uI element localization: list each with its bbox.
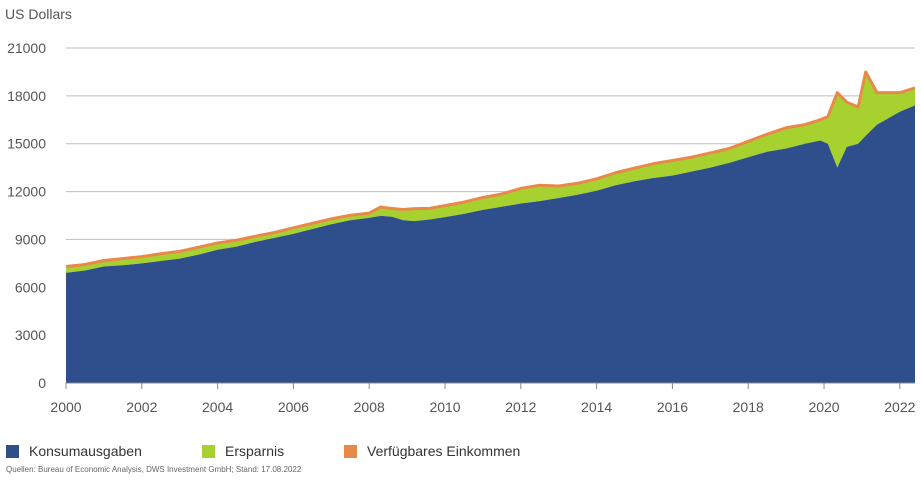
line-verfuegbares-einkommen [65,70,916,269]
x-tick-label: 2022 [884,399,915,415]
legend-swatch [344,444,357,458]
legend-swatch [6,444,19,458]
x-tick-label: 2016 [657,399,688,415]
x-tick-label: 2000 [50,399,81,415]
legend-label: Konsumausgaben [29,443,142,459]
chart: US Dollars 0 3000 6000 9000 12000 15000 18000 2… [5,6,916,415]
y-tick-label: 18000 [7,88,46,104]
x-tick-label: 2014 [581,399,612,415]
axes: 0 3000 6000 9000 12000 15000 18000 21000 2000 200… [7,40,916,415]
legend: Konsumausgaben Ersparnis Verfügbares Ein… [6,443,520,459]
x-tick-label: 2006 [278,399,309,415]
legend-swatch [202,444,215,458]
x-tick-label: 2012 [505,399,536,415]
x-tick-label: 2010 [429,399,460,415]
legend-label: Ersparnis [225,443,285,459]
source-note: Quellen: Bureau of Economic Analysis, DW… [6,465,302,474]
x-tick-label: 2018 [733,399,764,415]
y-tick-label: 21000 [7,40,46,56]
legend-item-konsumausgaben: Konsumausgaben [6,443,202,459]
legend-item-ersparnis: Ersparnis [202,443,344,459]
y-tick-label: 0 [38,375,46,391]
area-series [65,70,916,383]
legend-item-verfuegbares-einkommen: Verfügbares Einkommen [344,443,520,459]
x-tick-label: 2002 [126,399,157,415]
y-tick-label: 6000 [15,279,46,295]
area-konsumausgaben [66,105,915,383]
y-tick-label: 9000 [15,231,46,247]
x-tick-label: 2004 [202,399,233,415]
y-axis-unit-label: US Dollars [5,6,72,22]
x-tick-label: 2020 [808,399,839,415]
y-tick-label: 12000 [7,184,46,200]
y-tick-label: 15000 [7,136,46,152]
legend-label: Verfügbares Einkommen [367,443,521,459]
x-tick-label: 2008 [354,399,385,415]
y-tick-label: 3000 [15,327,46,343]
